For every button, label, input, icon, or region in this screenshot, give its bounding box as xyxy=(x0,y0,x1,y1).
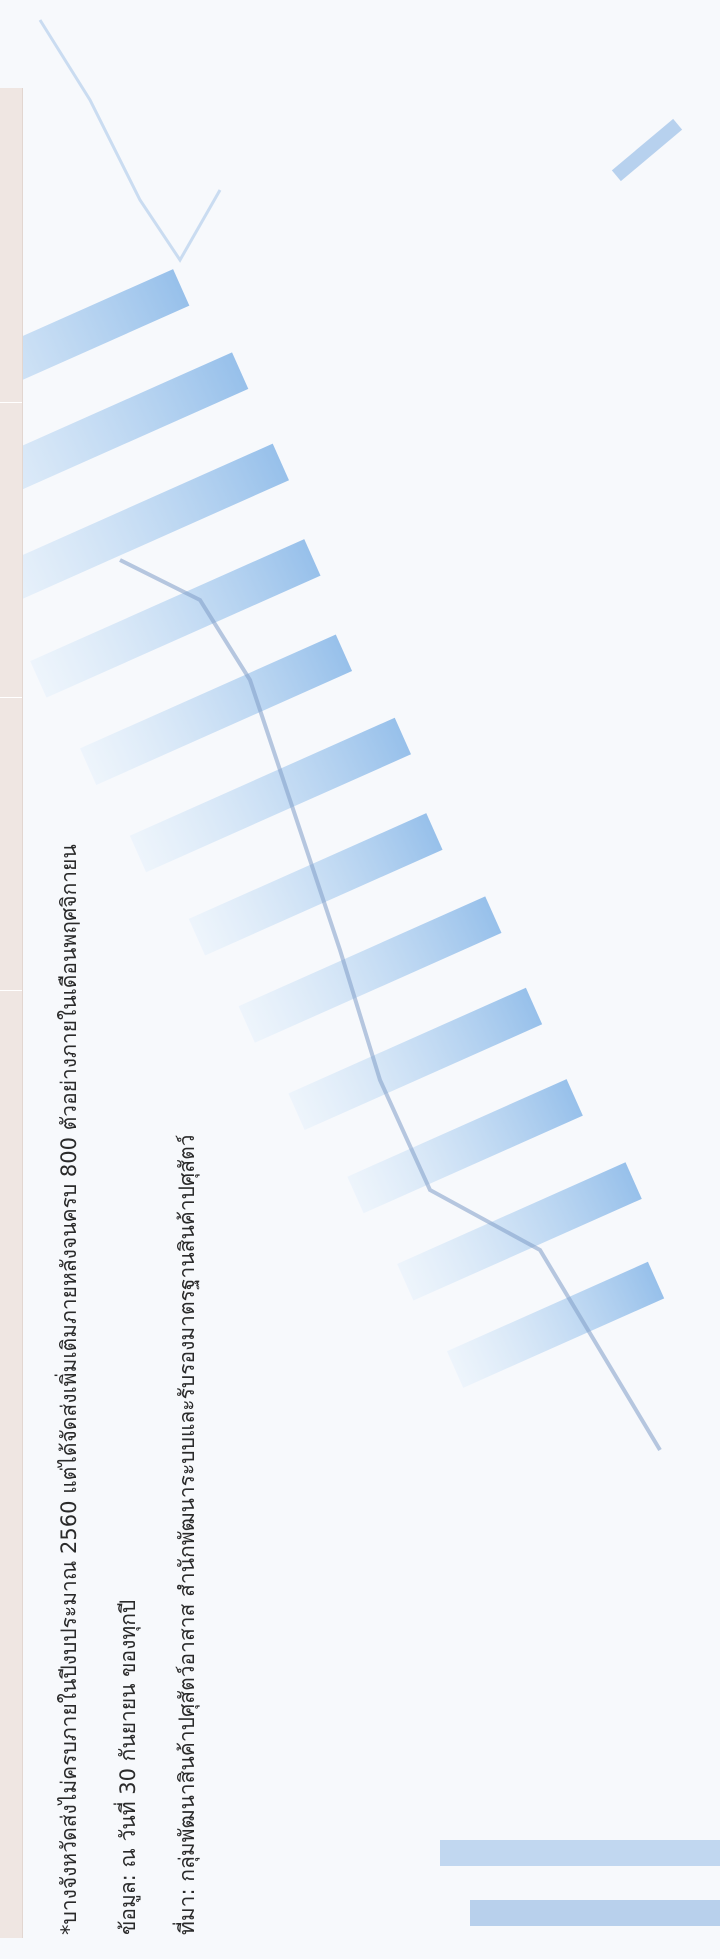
bar-shape xyxy=(0,443,289,615)
bar-shape xyxy=(80,634,353,785)
data-date: ข้อมูล: ณ วันที่ 30 กันยายน ของทุกปี xyxy=(116,1599,140,1935)
bar-shape xyxy=(238,896,502,1043)
decorative-shape xyxy=(611,118,683,182)
decorative-line xyxy=(119,558,662,1452)
bar-shape xyxy=(446,1261,665,1388)
decorative-shape xyxy=(470,1900,720,1926)
bar-shape xyxy=(288,987,543,1131)
side-panel xyxy=(0,88,23,1938)
decorative-line xyxy=(38,19,222,263)
footnote: *บางจังหวัดส่งไม่ครบภายในปีงบประมาณ 2560… xyxy=(57,844,81,1935)
decorative-shape xyxy=(440,1840,720,1866)
cell-divider xyxy=(0,990,22,991)
bar-shape xyxy=(397,1162,642,1301)
bar-shape xyxy=(188,813,443,956)
source: ที่มา: กลุ่มพัฒนาสินค้าปศุสัตว์อาสาส สำน… xyxy=(175,1134,199,1935)
bar-shape xyxy=(30,539,321,698)
bar-shape xyxy=(347,1079,583,1214)
notes: *บางจังหวัดส่งไม่ครบภายในปีงบประมาณ 2560… xyxy=(40,55,217,1935)
bar-shape xyxy=(0,269,190,440)
cell-divider xyxy=(0,402,22,403)
bar-shape xyxy=(129,717,412,873)
cell-divider xyxy=(0,697,22,698)
decorative-bars xyxy=(0,269,665,1388)
